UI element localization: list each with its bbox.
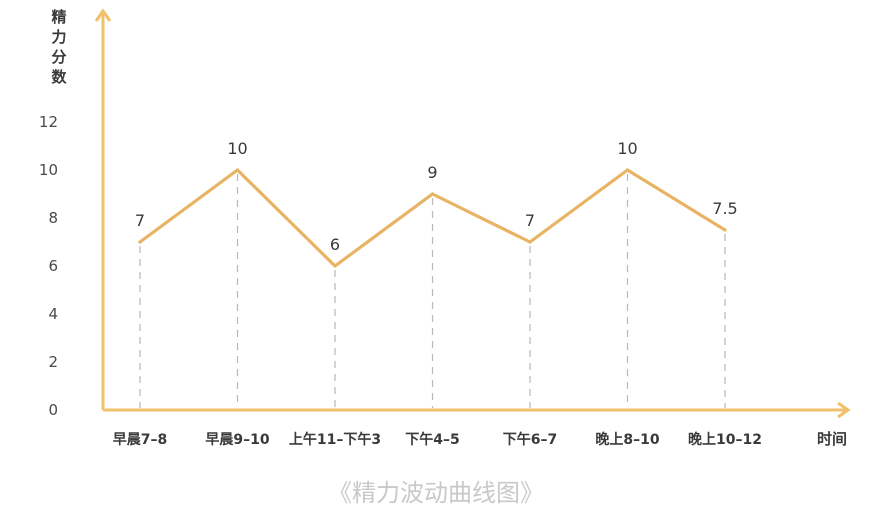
data-label: 9 (427, 163, 437, 182)
y-axis-arrow-icon (94, 8, 112, 22)
chart-caption: 《精力波动曲线图》 (328, 479, 544, 507)
y-tick-label: 0 (48, 401, 58, 419)
data-label: 6 (330, 235, 340, 254)
y-tick-label: 2 (48, 353, 58, 371)
x-category-label: 下午6–7 (503, 431, 557, 448)
y-tick-label: 4 (48, 305, 58, 323)
data-point (430, 192, 435, 196)
x-category-label: 下午4–5 (405, 431, 459, 448)
x-category-label: 早晨9–10 (205, 432, 269, 448)
data-point (528, 240, 532, 244)
x-category-label: 晚上8–10 (595, 431, 659, 448)
y-tick-label: 6 (48, 257, 58, 275)
data-label: 10 (227, 139, 247, 158)
data-label: 7 (525, 211, 535, 230)
x-category-label: 上午11–下午3 (289, 431, 381, 448)
data-label: 7.5 (712, 199, 737, 218)
y-tick-label: 12 (39, 113, 58, 131)
data-label: 7 (135, 211, 145, 230)
x-category-label: 早晨7–8 (113, 432, 167, 448)
x-axis-arrow-icon (837, 401, 851, 419)
y-tick-label: 8 (48, 209, 58, 227)
data-point (625, 168, 630, 172)
data-point (333, 264, 337, 268)
y-axis-title: 精力分数 (51, 8, 67, 86)
data-label: 10 (617, 139, 637, 158)
data-point (138, 240, 142, 244)
data-point (723, 228, 727, 232)
data-point (235, 168, 240, 172)
x-category-label: 晚上10–12 (688, 431, 762, 448)
y-tick-label: 10 (39, 161, 58, 179)
x-axis-title: 时间 (817, 430, 847, 448)
